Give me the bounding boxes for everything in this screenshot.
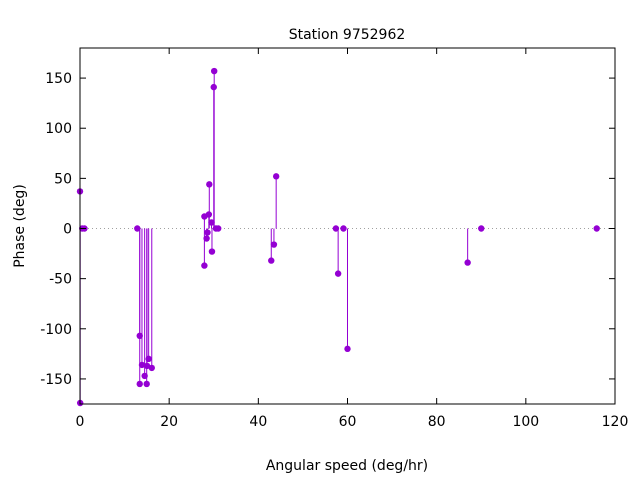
data-point [145,355,152,363]
data-point [210,83,217,91]
x-tick-label: 120 [602,414,629,430]
data-point [210,67,218,75]
x-tick-label: 20 [160,414,178,430]
y-tick-label: 150 [45,71,72,87]
data-point [268,257,275,264]
data-point [593,225,600,232]
data-point [215,225,222,232]
x-tick-label: 60 [339,414,357,430]
data-point [205,211,213,218]
data-point [141,372,148,380]
data-point [208,219,215,226]
y-tick-label: -100 [40,322,72,338]
data-point [148,364,155,372]
data-point [208,248,216,255]
data-point [464,259,471,266]
data-point [136,380,143,388]
data-point [334,270,342,277]
data-point [138,361,146,369]
data-point [272,173,280,180]
x-tick-label: 0 [76,414,85,430]
data-point [203,235,210,242]
y-tick-label: 100 [45,121,72,137]
data-point [136,332,143,340]
x-tick-label: 100 [512,414,539,430]
data-point [332,225,340,232]
data-point [143,380,150,388]
data-point [206,181,213,188]
chart-title: Station 9752962 [289,27,406,43]
y-tick-label: -150 [40,372,72,388]
x-axis-label: Angular speed (deg/hr) [266,458,428,474]
data-point [204,229,211,236]
y-tick-label: 50 [54,171,72,187]
data-point [134,225,141,232]
y-tick-label: -50 [49,272,72,288]
data-point [340,225,347,232]
data-point [201,262,208,269]
data-point [270,241,278,248]
data-point [478,225,485,232]
y-axis-label: Phase (deg) [12,184,28,268]
y-tick-label: 0 [63,222,72,238]
data-point [344,345,351,353]
x-tick-label: 80 [428,414,446,430]
x-tick-label: 40 [249,414,267,430]
